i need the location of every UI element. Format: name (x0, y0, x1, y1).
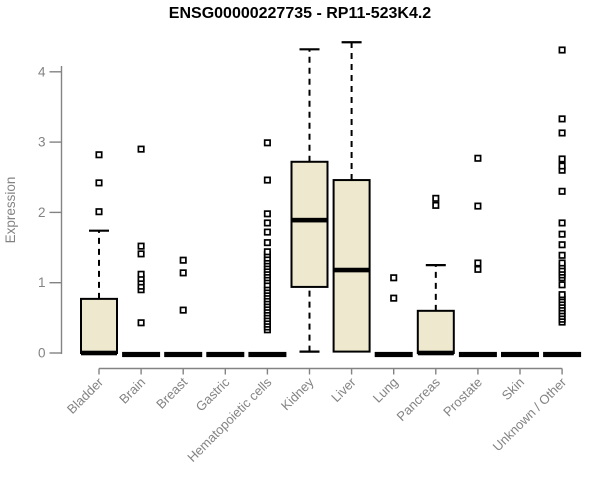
x-tick-label: Lung (370, 375, 401, 406)
outlier-point (179, 306, 187, 314)
zero-median-bar (206, 351, 245, 358)
median-line (81, 350, 117, 356)
box-group-unknown-other (543, 46, 582, 358)
x-tick-label: Brain (116, 375, 148, 407)
y-tick-label: 4 (38, 64, 46, 79)
outlier-point (474, 265, 482, 273)
box-group-lung (374, 274, 413, 358)
outlier-point (474, 202, 482, 210)
chart-title: ENSG00000227735 - RP11-523K4.2 (168, 5, 432, 22)
box-group-bladder (80, 151, 118, 356)
outlier-point (432, 194, 440, 202)
box-group-kidney (290, 48, 329, 353)
outlier-point (137, 250, 145, 258)
outlier-point (179, 269, 187, 277)
zero-median-bar (164, 351, 203, 358)
outlier-point (95, 151, 103, 159)
outlier-point (474, 154, 482, 162)
outlier-point (263, 139, 271, 147)
x-tick-label: Unknown / Other (490, 374, 570, 454)
outlier-point (558, 129, 566, 137)
median-line (291, 217, 328, 223)
box-group-pancreas (416, 194, 455, 356)
outlier-point (137, 242, 145, 250)
zero-median-bar (374, 351, 413, 358)
outlier-point (558, 281, 566, 289)
outlier-point (558, 291, 566, 299)
outlier-point (474, 259, 482, 267)
outlier-point (558, 219, 566, 227)
zero-median-bar (122, 351, 161, 358)
box-group-prostate (458, 154, 497, 358)
outlier-point (263, 219, 271, 227)
x-tick-label: Pancreas (393, 374, 443, 424)
x-tick-label: Kidney (278, 374, 317, 413)
iqr-box (416, 309, 455, 355)
outlier-point (558, 187, 566, 195)
box-group-skin (501, 351, 539, 358)
x-tick-label: Liver (328, 374, 359, 405)
box-group-brain (122, 145, 161, 358)
y-tick-label: 2 (38, 205, 46, 220)
median-line (417, 350, 454, 356)
outlier-point (558, 155, 566, 163)
box-group-breast (164, 256, 203, 358)
iqr-box (290, 160, 329, 288)
x-tick-label: Gastric (193, 374, 233, 414)
zero-median-bar (543, 351, 582, 358)
outlier-point (558, 115, 566, 123)
y-axis-title: Expression (3, 177, 18, 244)
x-tick-label: Prostate (440, 375, 485, 420)
outlier-point (558, 230, 566, 238)
outlier-point (95, 179, 103, 187)
outlier-point (263, 248, 271, 256)
x-tick-label: Skin (499, 375, 527, 403)
box-group-gastric (206, 351, 245, 358)
x-tick-label: Breast (153, 374, 190, 411)
outlier-point (137, 145, 145, 153)
box-group-liver (332, 41, 371, 353)
zero-median-bar (501, 351, 539, 358)
outlier-point (95, 208, 103, 216)
zero-median-bar (458, 351, 497, 358)
outlier-point (137, 270, 145, 278)
iqr-box (80, 297, 118, 354)
outlier-point (390, 274, 398, 282)
outlier-point (390, 294, 398, 302)
outlier-point (263, 228, 271, 236)
outlier-point (179, 256, 187, 264)
y-tick-label: 1 (38, 275, 46, 290)
y-tick-label: 3 (38, 135, 46, 150)
x-tick-label: Bladder (64, 374, 107, 417)
outlier-point (558, 241, 566, 249)
outlier-point (263, 176, 271, 184)
outlier-point (137, 319, 145, 327)
outlier-point (558, 46, 566, 54)
outlier-point (432, 201, 440, 209)
outlier-point (558, 259, 566, 267)
outlier-point (558, 162, 566, 170)
iqr-box (332, 179, 371, 353)
outlier-point (263, 210, 271, 218)
outlier-point (263, 239, 271, 247)
box-group-hematopoietic-cells (248, 139, 287, 358)
median-line (333, 267, 370, 273)
outlier-point (558, 251, 566, 259)
zero-median-bar (248, 351, 287, 358)
y-tick-label: 0 (38, 346, 46, 361)
